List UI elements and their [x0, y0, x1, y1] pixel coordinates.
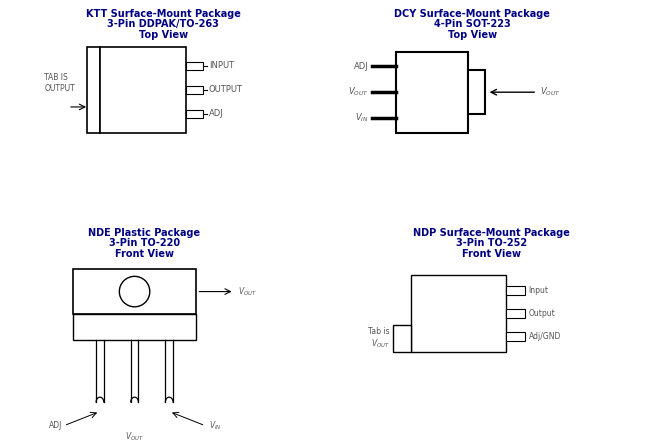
Text: Tab is
$V_{OUT}$: Tab is $V_{OUT}$: [368, 327, 390, 350]
Text: $V_{OUT}$: $V_{OUT}$: [238, 285, 257, 298]
Text: OUTPUT: OUTPUT: [209, 85, 243, 94]
Text: NDP Surface-Mount Package: NDP Surface-Mount Package: [413, 228, 570, 238]
Bar: [468, 70, 484, 114]
Bar: [87, 47, 100, 133]
Text: INPUT: INPUT: [209, 61, 234, 70]
Bar: [100, 47, 186, 133]
Bar: [186, 110, 203, 118]
Text: $V_{OUT}$: $V_{OUT}$: [348, 86, 369, 98]
Circle shape: [120, 276, 150, 307]
Text: DCY Surface-Mount Package: DCY Surface-Mount Package: [395, 9, 550, 19]
Bar: [186, 62, 203, 70]
Text: Output: Output: [528, 309, 556, 318]
Text: 3-Pin TO-220: 3-Pin TO-220: [109, 238, 180, 248]
Text: Front View: Front View: [462, 249, 521, 259]
Bar: [506, 309, 525, 318]
Bar: [396, 52, 468, 133]
Text: $V_{IN}$: $V_{IN}$: [355, 112, 369, 124]
Bar: [393, 325, 411, 351]
Bar: [73, 314, 196, 340]
Text: Top View: Top View: [138, 30, 188, 40]
Text: NDE Plastic Package: NDE Plastic Package: [88, 228, 200, 238]
Text: ADJ: ADJ: [48, 421, 62, 430]
Text: ADJ: ADJ: [209, 110, 224, 118]
Bar: [506, 287, 525, 295]
Text: TAB IS
OUTPUT: TAB IS OUTPUT: [44, 73, 75, 93]
Text: 3-Pin DDPAK/TO-263: 3-Pin DDPAK/TO-263: [107, 19, 219, 30]
Text: $V_{IN}$: $V_{IN}$: [209, 419, 222, 432]
Text: Top View: Top View: [448, 30, 497, 40]
Bar: [506, 332, 525, 341]
Text: $V_{OUT}$: $V_{OUT}$: [540, 86, 561, 98]
Text: KTT Surface-Mount Package: KTT Surface-Mount Package: [86, 9, 240, 19]
Text: Adj/GND: Adj/GND: [528, 332, 561, 341]
Bar: [411, 275, 506, 351]
Bar: [186, 85, 203, 94]
Text: 4-Pin SOT-223: 4-Pin SOT-223: [434, 19, 511, 30]
Text: Front View: Front View: [114, 249, 174, 259]
Text: $V_{OUT}$: $V_{OUT}$: [125, 430, 144, 443]
Bar: [73, 269, 196, 314]
Text: ADJ: ADJ: [354, 62, 369, 71]
Text: Input: Input: [528, 286, 548, 295]
Text: 3-Pin TO-252: 3-Pin TO-252: [456, 238, 527, 248]
